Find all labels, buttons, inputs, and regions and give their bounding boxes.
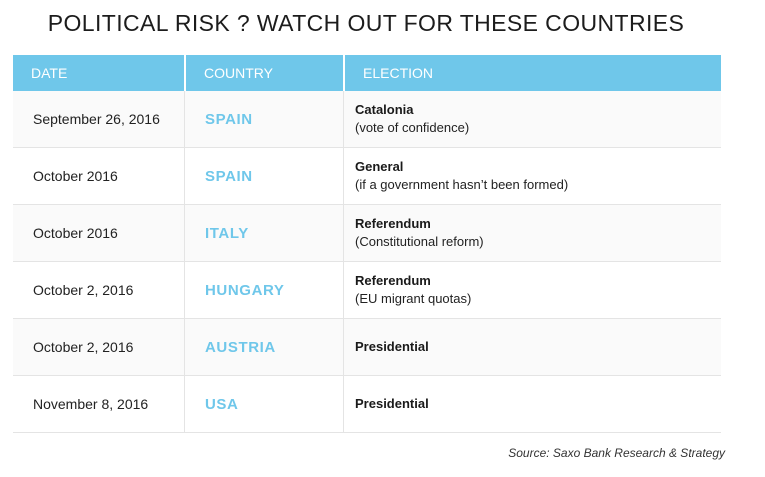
election-detail: (Constitutional reform) [355,234,484,249]
date-cell: October 2016 [33,168,118,184]
country-cell: ITALY [184,205,343,261]
table-row: November 8, 2016 USA Presidential [13,376,721,433]
page-title: POLITICAL RISK ? WATCH OUT FOR THESE COU… [47,10,685,36]
election-type: Referendum [355,216,431,231]
election-type: Referendum [355,273,431,288]
column-header-country: COUNTRY [184,55,343,91]
election-cell: Referendum (EU migrant quotas) [343,262,721,318]
election-cell: General (if a government hasn’t been for… [343,148,721,204]
election-type: Presidential [355,339,429,354]
elections-table: DATE COUNTRY ELECTION September 26, 2016… [13,55,721,433]
country-cell: USA [184,376,343,432]
election-cell: Presidential [343,319,721,375]
country-cell: AUSTRIA [184,319,343,375]
date-cell: September 26, 2016 [33,111,160,127]
date-cell: October 2, 2016 [33,282,134,298]
column-header-election: ELECTION [343,55,721,91]
table-row: October 2, 2016 AUSTRIA Presidential [13,319,721,376]
date-cell: October 2016 [33,225,118,241]
election-type: Presidential [355,396,429,411]
country-cell: HUNGARY [184,262,343,318]
table-row: September 26, 2016 SPAIN Catalonia (vote… [13,91,721,148]
country-cell: SPAIN [184,91,343,147]
election-cell: Referendum (Constitutional reform) [343,205,721,261]
table-row: October 2016 SPAIN General (if a governm… [13,148,721,205]
date-cell: October 2, 2016 [33,339,134,355]
column-header-date: DATE [31,65,68,81]
election-cell: Catalonia (vote of confidence) [343,91,721,147]
table-row: October 2016 ITALY Referendum (Constitut… [13,205,721,262]
table-row: October 2, 2016 HUNGARY Referendum (EU m… [13,262,721,319]
election-detail: (vote of confidence) [355,120,470,135]
election-type: General [355,159,404,174]
country-cell: SPAIN [184,148,343,204]
election-detail: (if a government hasn’t been formed) [355,177,569,192]
table-header: DATE COUNTRY ELECTION [13,55,721,91]
election-type: Catalonia [355,102,414,117]
election-cell: Presidential [343,376,721,432]
source-note: Source: Saxo Bank Research & Strategy [508,446,725,460]
date-cell: November 8, 2016 [33,396,149,412]
election-detail: (EU migrant quotas) [355,291,472,306]
table-body: September 26, 2016 SPAIN Catalonia (vote… [13,91,721,433]
